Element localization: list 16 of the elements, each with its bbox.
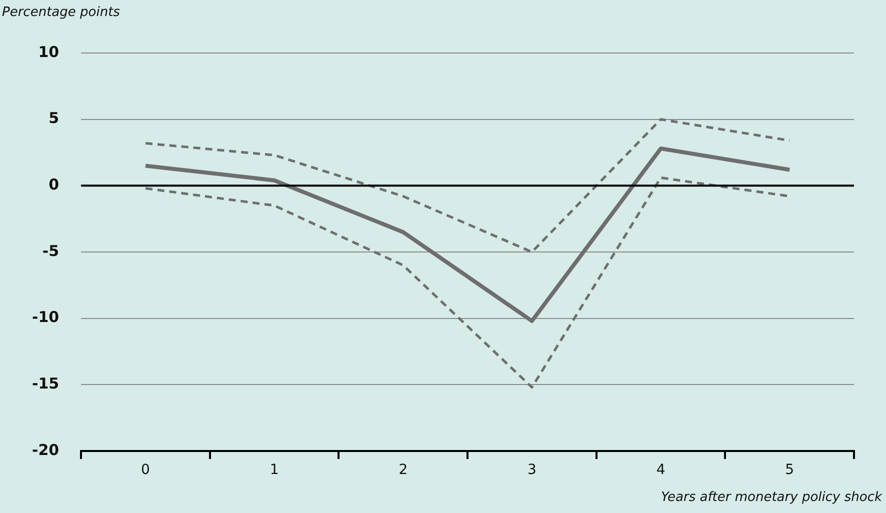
y-tick-label: 0 <box>48 176 60 194</box>
y-tick-label: -5 <box>42 242 60 260</box>
y-axis-title: Percentage points <box>2 5 120 20</box>
y-tick-label: 10 <box>38 42 60 61</box>
y-tick-label: 5 <box>48 109 60 128</box>
x-tick-label: 0 <box>141 462 150 478</box>
x-tick-label: 2 <box>398 462 408 478</box>
y-tick-label: -15 <box>32 374 60 393</box>
line-series <box>144 118 791 254</box>
x-tick-label: 1 <box>270 462 279 478</box>
y-tick-label: -10 <box>32 308 60 326</box>
x-tick-label: 5 <box>785 462 794 478</box>
x-tick-label: 4 <box>656 462 666 478</box>
x-tick-label: 3 <box>527 462 536 478</box>
x-axis-title: Years after monetary policy shock <box>661 490 882 505</box>
y-tick-label: -20 <box>32 440 60 459</box>
